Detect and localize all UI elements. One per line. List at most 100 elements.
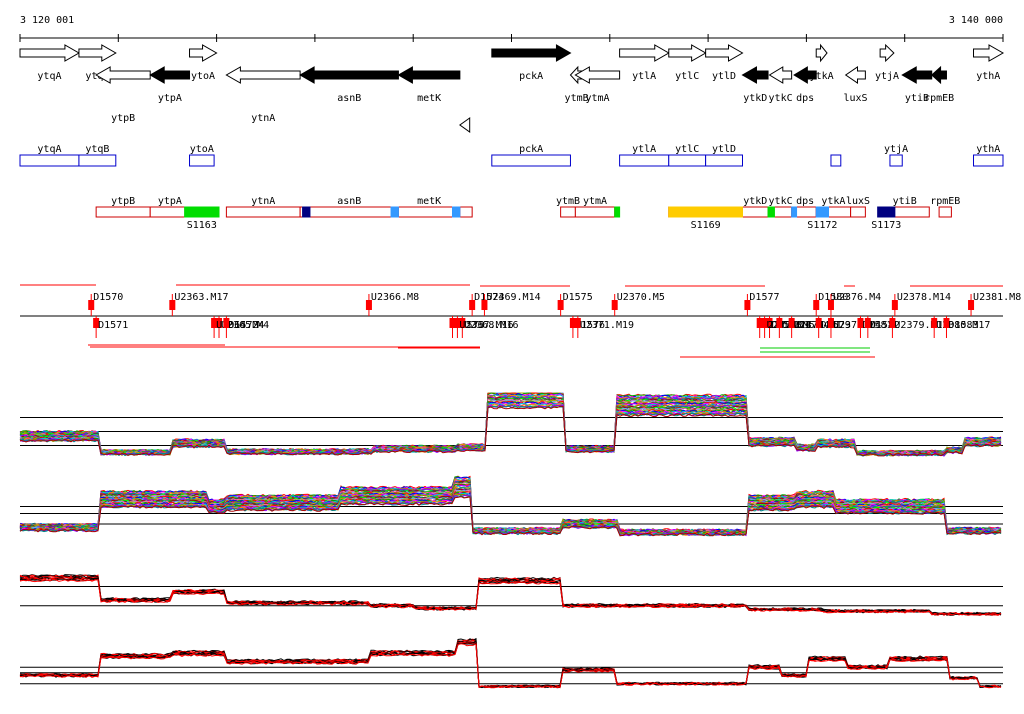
gene-label: ythA bbox=[976, 71, 1000, 82]
tss-marker bbox=[223, 318, 230, 328]
gene-label: ytoA bbox=[191, 71, 215, 82]
operon-label: ytqB bbox=[85, 144, 109, 155]
tss-label: D1583 bbox=[948, 320, 978, 331]
expression-trace bbox=[19, 641, 1002, 688]
tss-marker bbox=[756, 318, 763, 328]
tss-marker bbox=[744, 300, 751, 310]
gene-label: ytkC bbox=[769, 93, 793, 104]
tss-marker bbox=[169, 300, 176, 310]
tss-label: D1582 bbox=[870, 320, 900, 331]
operon-box bbox=[491, 154, 571, 167]
tss-label: D1572 bbox=[228, 320, 258, 331]
operon-label: ytlA bbox=[632, 144, 656, 155]
gene-label: ytlC bbox=[675, 71, 699, 82]
tss-marker bbox=[813, 300, 820, 310]
expression-trace bbox=[19, 639, 1002, 689]
tss-label: U2370.M5 bbox=[617, 292, 665, 303]
gene-label: metK bbox=[417, 93, 441, 104]
tss-label: U2363.M17 bbox=[174, 292, 228, 303]
tss-label: U2369.M14 bbox=[486, 292, 540, 303]
operon-label: ytoA bbox=[190, 144, 214, 155]
tss-label: D1577 bbox=[749, 292, 779, 303]
transcript-label: metK bbox=[417, 196, 441, 207]
segment-label: S1169 bbox=[691, 220, 721, 231]
transcript-box bbox=[560, 206, 576, 218]
tss-label: U2374.M4 bbox=[781, 320, 829, 331]
tss-label: U2378.M14 bbox=[897, 292, 951, 303]
transcript-label: rpmEB bbox=[930, 196, 960, 207]
transcript-label: ytiB bbox=[893, 196, 917, 207]
transcript-box bbox=[397, 206, 461, 218]
expression-trace bbox=[19, 400, 1002, 456]
expression-tracks bbox=[19, 392, 1003, 689]
gene-arrow bbox=[815, 43, 828, 63]
expression-trace bbox=[19, 638, 1002, 688]
tss-label: D1570 bbox=[93, 292, 123, 303]
tss-label: D1578 bbox=[772, 320, 802, 331]
tss-label: U2376.M4 bbox=[833, 292, 881, 303]
transcript-label: ytmB bbox=[556, 196, 580, 207]
tss-label: U2366.M8 bbox=[371, 292, 419, 303]
gene-arrow bbox=[705, 44, 744, 62]
gene-label: dps bbox=[796, 93, 814, 104]
gene-label: ytkA bbox=[810, 71, 834, 82]
operon-label: pckA bbox=[519, 144, 543, 155]
operon-label: ytjA bbox=[884, 144, 908, 155]
tss-marker bbox=[931, 318, 938, 328]
operon-box bbox=[889, 154, 903, 167]
operon-box bbox=[830, 154, 842, 167]
gene-arrow bbox=[930, 65, 947, 85]
transcript-box bbox=[459, 206, 473, 218]
gene-arrow bbox=[901, 66, 933, 84]
tss-label: D1580 bbox=[818, 292, 848, 303]
tss-marker bbox=[761, 318, 768, 328]
gene-label: ytmA bbox=[585, 93, 609, 104]
tss-marker bbox=[827, 300, 834, 310]
gene-arrow bbox=[741, 66, 769, 84]
gene-label: asnB bbox=[337, 93, 361, 104]
transcript-label: ytmA bbox=[583, 196, 607, 207]
tss-marker bbox=[449, 318, 456, 328]
tss-label: D1579 bbox=[821, 320, 851, 331]
gene-track: ytqA ytqB ytpB ytpA ytoA ytnA asnB metK pckA ytmB… bbox=[19, 43, 1005, 133]
tss-label: D1575 bbox=[563, 292, 593, 303]
tss-label: U2368.M16 bbox=[464, 320, 518, 331]
tss-marker bbox=[469, 300, 476, 310]
gene-arrow bbox=[189, 44, 218, 62]
gene-arrow bbox=[19, 44, 80, 62]
expression-trace bbox=[19, 574, 1002, 616]
tss-label: D1574 bbox=[474, 292, 504, 303]
gene-arrow bbox=[574, 66, 621, 84]
transcript-box bbox=[938, 206, 952, 218]
transcript-box bbox=[850, 206, 866, 218]
tss-marker bbox=[93, 318, 100, 328]
operon-label: ytlD bbox=[712, 144, 736, 155]
tss-marker bbox=[766, 318, 773, 328]
tss-marker bbox=[864, 318, 871, 328]
gene-label: ytqB bbox=[85, 71, 109, 82]
tss-marker bbox=[216, 318, 223, 328]
gene-label: ytkD bbox=[743, 93, 767, 104]
tss-label: D1571 bbox=[98, 320, 128, 331]
tss-label: U2371.M19 bbox=[580, 320, 634, 331]
tss-label: D1573 bbox=[454, 320, 484, 331]
transcript-label: ytkA bbox=[821, 196, 845, 207]
segment-block bbox=[767, 206, 775, 218]
transcript-box bbox=[95, 206, 151, 218]
expression-trace bbox=[19, 578, 1002, 616]
segment-label: S1172 bbox=[807, 220, 837, 231]
tss-marker bbox=[891, 300, 898, 310]
transcript-box bbox=[574, 206, 616, 218]
gene-arrow bbox=[459, 117, 471, 133]
gene-arrow bbox=[793, 66, 817, 84]
coordinate-ruler bbox=[19, 34, 1004, 42]
tss-marker bbox=[943, 318, 950, 328]
expression-trace bbox=[19, 637, 1002, 688]
tss-label: U2364.M4 bbox=[216, 320, 264, 331]
tss-marker bbox=[481, 300, 488, 310]
segment-block bbox=[815, 206, 830, 218]
segment-block bbox=[390, 206, 399, 218]
segment-block bbox=[184, 206, 220, 218]
tss-label: U2377.M4 bbox=[833, 320, 881, 331]
gene-arrow bbox=[619, 44, 670, 62]
